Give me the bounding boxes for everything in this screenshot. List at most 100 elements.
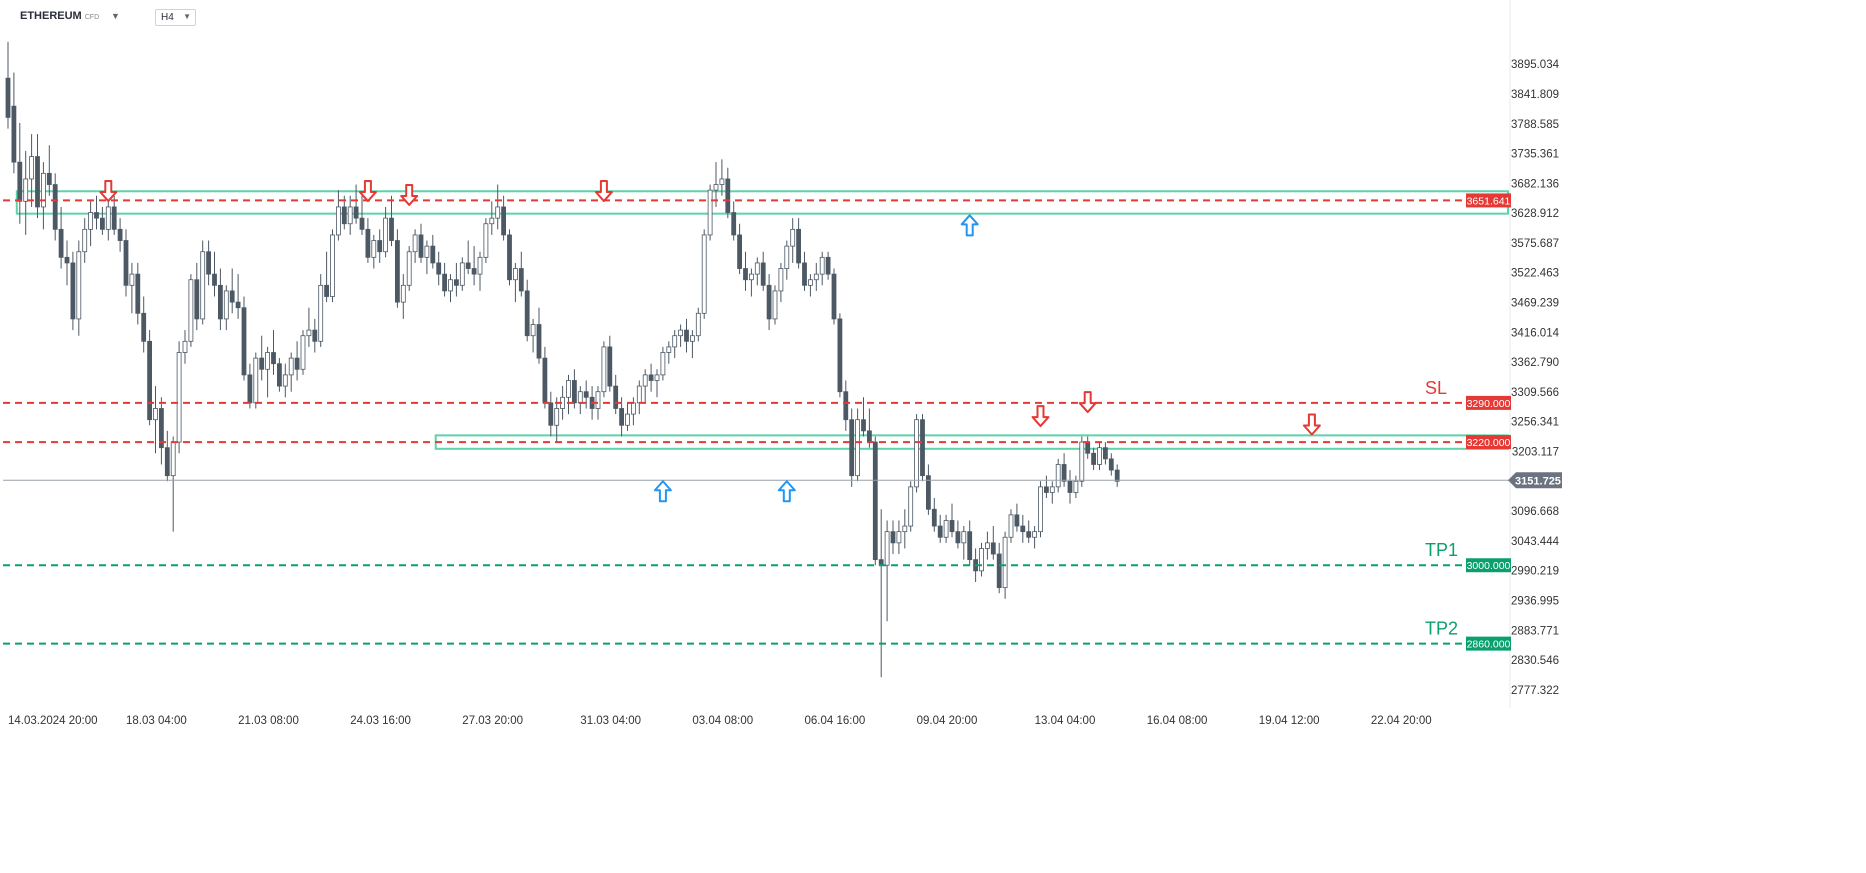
sell-signal-arrow-icon [358,180,377,203]
candle [754,257,760,286]
candle [802,251,807,291]
candle [855,408,860,482]
y-tick-label: 2936.995 [1511,596,1559,608]
price-axis[interactable]: 3895.034 3841.809 3788.585 3735.361 3682.136… [1511,59,1560,697]
buy-signal-arrow-icon [777,480,796,503]
x-tick-label: 18.03 04:00 [126,715,187,727]
x-tick-label: 22.04 20:00 [1371,715,1432,727]
y-tick-label: 3895.034 [1511,59,1560,71]
candle [365,218,371,263]
candle [182,330,188,364]
candle [642,369,648,403]
candle [725,167,731,219]
candle [914,414,919,493]
candle [1073,475,1079,499]
candle [318,274,324,347]
timeframe-label: H4 [161,12,174,23]
y-tick-label: 3841.809 [1511,89,1559,101]
candle [1020,514,1026,543]
chevron-down-icon[interactable]: ▼ [111,11,120,21]
x-tick-label: 06.04 16:00 [805,715,866,727]
candle [123,229,129,297]
candle [507,229,512,286]
level-price-label: 3651.641 [1467,195,1511,207]
x-tick-label: 21.03 08:00 [238,715,299,727]
candle [82,218,88,263]
candle [518,251,524,297]
candle [1008,509,1014,543]
candle [471,246,477,286]
candle [513,262,518,303]
candle [276,358,282,392]
candle [1026,520,1032,543]
sell-signal-arrow-icon [400,183,419,206]
candle [890,520,896,555]
candle [737,223,742,275]
candle [772,285,778,325]
symbol-selector[interactable]: ETHEREUM CFD [20,10,99,22]
y-tick-label: 3256.341 [1511,417,1559,429]
candle [129,262,135,314]
candle [825,251,831,280]
candle [1067,470,1073,504]
candle [1038,481,1043,538]
candle [819,251,825,286]
candle [884,520,890,622]
time-axis[interactable]: 14.03.2024 20:00 18.03 04:00 21.03 08:00 24… [8,715,1432,727]
candle [666,341,672,364]
candle [760,251,766,291]
candle [1097,442,1102,471]
candle [908,481,914,532]
candle [359,195,365,235]
candle [566,374,571,415]
sell-signal-arrow-icon [99,180,118,203]
candle [1085,436,1091,459]
timeframe-selector[interactable]: H4 ▼ [155,9,196,26]
level-price-label: 3000.000 [1467,560,1511,572]
candle [631,397,636,426]
chevron-down-icon: ▼ [183,12,191,21]
candle [76,240,82,336]
level-price-tag [1466,636,1511,651]
candle [843,380,849,431]
candle [625,402,630,431]
y-tick-label: 2883.771 [1511,625,1559,637]
candle [601,341,607,398]
candle [955,520,961,549]
y-tick-label: 3043.444 [1511,536,1560,548]
buy-signal-arrow-icon [960,214,979,237]
candle [707,184,713,241]
candle [424,240,430,275]
candle [672,330,678,359]
y-tick-label: 3522.463 [1511,268,1559,280]
candle [979,542,984,577]
candle [389,195,394,247]
candle [949,503,955,538]
candle [453,262,459,297]
candle [23,150,29,235]
x-tick-label: 14.03.2024 20:00 [8,715,98,727]
candle [648,363,654,392]
candle [548,391,554,437]
candle [489,201,495,235]
y-tick-label: 2777.322 [1511,685,1559,697]
level-price-label: 3220.000 [1467,437,1511,449]
candle [176,341,182,454]
candle [312,318,318,353]
candle [94,195,99,230]
candle [1091,447,1096,471]
candle [465,240,471,275]
zones-layer [15,190,1510,450]
candle [418,223,424,263]
symbol-type: CFD [84,14,100,21]
candle [483,218,489,263]
candle [288,352,294,392]
candle [100,206,105,235]
y-tick-label: 3469.239 [1511,298,1559,310]
candle [477,251,483,291]
candle [536,307,542,364]
candle [335,190,341,241]
candle [41,162,46,230]
candle [813,262,819,291]
